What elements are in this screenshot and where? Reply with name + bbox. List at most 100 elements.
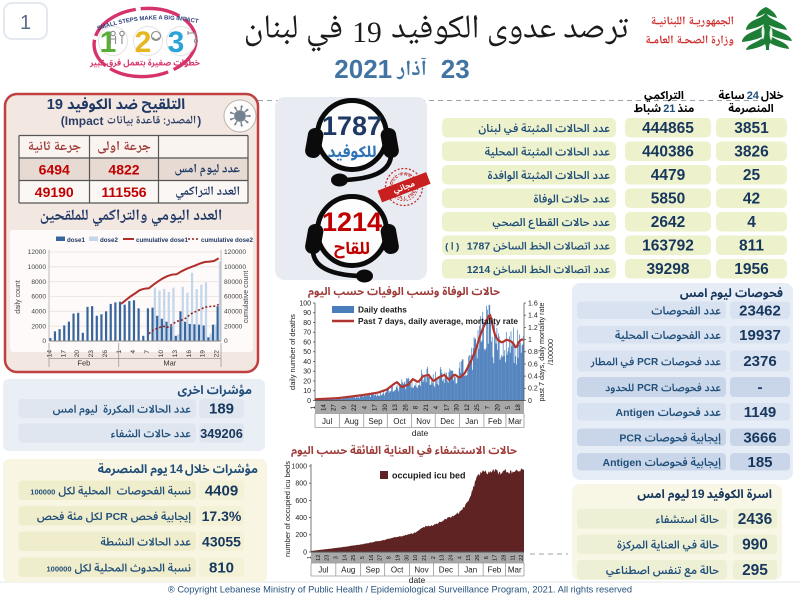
svg-text:11: 11 xyxy=(510,555,516,561)
svg-text:111556: 111556 xyxy=(101,184,146,200)
svg-text:14: 14 xyxy=(320,404,327,411)
svg-text:14: 14 xyxy=(46,350,53,358)
svg-text:PCR: PCR xyxy=(637,383,659,394)
svg-text:22: 22 xyxy=(351,404,358,411)
svg-text:1: 1 xyxy=(307,556,313,559)
svg-text:19: 19 xyxy=(395,555,401,561)
svg-text:50: 50 xyxy=(303,349,311,356)
svg-text:27: 27 xyxy=(378,555,384,561)
svg-text:70: 70 xyxy=(303,330,311,337)
svg-text:400: 400 xyxy=(295,515,307,522)
svg-text:0: 0 xyxy=(307,398,311,405)
svg-text:1956: 1956 xyxy=(734,261,769,278)
svg-text:6494: 6494 xyxy=(39,162,70,178)
svg-text:444865: 444865 xyxy=(642,120,694,137)
svg-text:2436: 2436 xyxy=(738,511,773,528)
svg-text:past 7 days, daily mortality r: past 7 days, daily mortality rate xyxy=(537,302,546,401)
svg-text:( ا ): ( ا ) xyxy=(445,242,459,253)
svg-text:16: 16 xyxy=(369,555,375,561)
svg-text:Mar: Mar xyxy=(163,359,176,368)
svg-text:19: 19 xyxy=(200,350,207,358)
svg-text:200: 200 xyxy=(295,532,307,539)
svg-text:19: 19 xyxy=(691,487,705,501)
svg-text:2376: 2376 xyxy=(743,353,776,370)
svg-text:Jan: Jan xyxy=(465,417,478,426)
svg-text:2: 2 xyxy=(135,26,152,59)
svg-text:Feb: Feb xyxy=(488,417,502,426)
svg-text:4: 4 xyxy=(747,214,756,231)
svg-text:25: 25 xyxy=(743,167,761,184)
svg-text:0.6: 0.6 xyxy=(528,361,538,368)
svg-text:100000: 100000 xyxy=(30,487,55,496)
svg-text:1.4: 1.4 xyxy=(528,313,538,320)
svg-text:10000: 10000 xyxy=(28,264,47,271)
svg-text:0.2: 0.2 xyxy=(528,386,538,393)
svg-text:120000: 120000 xyxy=(224,249,246,256)
svg-text:number of occupied icu beds: number of occupied icu beds xyxy=(283,461,292,557)
svg-text:2021: 2021 xyxy=(334,54,392,84)
svg-text:16: 16 xyxy=(186,350,193,358)
svg-text:7: 7 xyxy=(144,350,151,354)
svg-text:0: 0 xyxy=(528,398,532,405)
svg-text:13: 13 xyxy=(440,555,446,561)
svg-text:440386: 440386 xyxy=(642,144,694,161)
svg-text:Aug: Aug xyxy=(341,566,355,575)
svg-text:20: 20 xyxy=(303,378,311,385)
svg-text:Dec: Dec xyxy=(439,566,453,575)
svg-text:4: 4 xyxy=(457,556,463,559)
svg-text:10: 10 xyxy=(158,350,165,358)
svg-text:21: 21 xyxy=(423,404,430,411)
svg-text:): ) xyxy=(197,114,201,128)
svg-text:1787: 1787 xyxy=(467,241,491,253)
svg-text:1214: 1214 xyxy=(322,207,382,237)
svg-text:14: 14 xyxy=(170,462,184,476)
svg-text:17: 17 xyxy=(372,404,379,411)
svg-text:Past 7 days, daily average, mo: Past 7 days, daily average, mortality ra… xyxy=(358,316,518,326)
svg-text:Jul: Jul xyxy=(322,417,332,426)
svg-text:1787: 1787 xyxy=(322,111,382,141)
svg-text:8: 8 xyxy=(387,556,393,559)
svg-text:189: 189 xyxy=(209,401,234,418)
svg-text:3826: 3826 xyxy=(734,144,769,161)
svg-text:8000: 8000 xyxy=(31,279,46,286)
svg-text:26: 26 xyxy=(102,350,109,358)
svg-text:1.2: 1.2 xyxy=(528,325,538,332)
svg-text:Nov: Nov xyxy=(416,417,430,426)
svg-text:27: 27 xyxy=(331,404,338,411)
svg-text:date: date xyxy=(409,575,426,585)
svg-text:49190: 49190 xyxy=(35,184,74,200)
svg-text:/100000: /100000 xyxy=(546,339,555,365)
svg-text:26: 26 xyxy=(402,404,409,411)
svg-text:1: 1 xyxy=(100,26,117,59)
svg-text:0.4: 0.4 xyxy=(528,374,538,381)
svg-text:1214: 1214 xyxy=(467,264,491,276)
svg-text:7: 7 xyxy=(484,405,491,409)
svg-text:Jan: Jan xyxy=(464,566,477,575)
svg-text:1000: 1000 xyxy=(291,463,307,470)
svg-text:Dec: Dec xyxy=(440,417,454,426)
svg-text:Feb: Feb xyxy=(77,359,90,368)
svg-text:349206: 349206 xyxy=(200,426,243,441)
svg-text:4: 4 xyxy=(433,405,440,409)
svg-text:3851: 3851 xyxy=(734,120,769,137)
svg-text:4409: 4409 xyxy=(205,482,238,499)
svg-text:13: 13 xyxy=(392,404,399,411)
svg-text:60: 60 xyxy=(303,339,311,346)
svg-text:5: 5 xyxy=(360,556,366,559)
svg-text:(Impact: (Impact xyxy=(61,114,104,128)
svg-text:0: 0 xyxy=(224,338,228,345)
svg-text:daily number of deaths: daily number of deaths xyxy=(288,314,297,390)
svg-text:0.8: 0.8 xyxy=(528,349,538,356)
svg-text:Aug: Aug xyxy=(344,417,358,426)
svg-text:13: 13 xyxy=(172,350,179,358)
svg-text:Oct: Oct xyxy=(393,417,406,426)
svg-text:100000: 100000 xyxy=(47,565,72,574)
svg-text:43055: 43055 xyxy=(202,533,241,549)
svg-text:12: 12 xyxy=(464,404,471,411)
svg-text:163792: 163792 xyxy=(642,238,694,255)
svg-text:25: 25 xyxy=(351,555,357,561)
svg-text:80000: 80000 xyxy=(224,279,243,286)
svg-text:23: 23 xyxy=(325,555,331,561)
svg-text:Antigen: Antigen xyxy=(616,407,655,419)
svg-text:21: 21 xyxy=(422,555,428,561)
